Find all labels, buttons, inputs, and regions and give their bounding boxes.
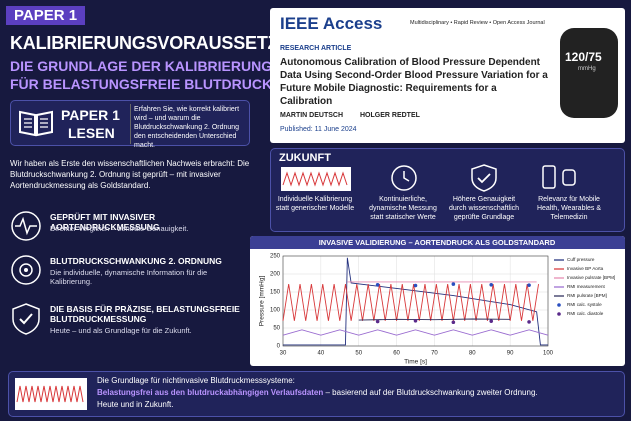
- mini-chart: [281, 167, 351, 191]
- legend-label: RMI calc. systole: [567, 302, 602, 307]
- y-tick-label: 0: [277, 344, 281, 350]
- icon: [542, 165, 576, 189]
- x-tick-label: 100: [543, 351, 554, 357]
- footer-line: Heute und in Zukunft.: [97, 400, 174, 409]
- read-box: PAPER 1 LESEN Erfahren Sie, wie korrekt …: [10, 100, 250, 149]
- paper-title: Autonomous Calibration of Blood Pressure…: [280, 57, 548, 107]
- item-text: Direkter Vergleich – zentrale Genauigkei…: [50, 224, 189, 233]
- future-item: Individuelle Kalibrierung statt generisc…: [275, 196, 355, 212]
- item-title: GEPRÜFT MIT INVASIVER AORTENDRUCKMESSUNG: [50, 212, 160, 232]
- read-title: PAPER 1: [61, 107, 120, 123]
- watch-unit: mmHg: [578, 66, 596, 72]
- read-title: LESEN: [68, 125, 115, 141]
- footer-line: Die Grundlage für nichtinvasive Blutdruc…: [97, 376, 295, 385]
- footer-bold: Belastungsfrei aus den blutdruckabhängig…: [97, 388, 324, 397]
- x-tick-label: 80: [469, 351, 476, 357]
- marker: [413, 283, 418, 288]
- wave: [15, 378, 87, 410]
- legend-label: Invasive pulsrate [BPM]: [567, 275, 615, 280]
- author: MARTIN DEUTSCH: [280, 112, 343, 119]
- article-kind: RESEARCH ARTICLE: [280, 45, 352, 52]
- plot-frame: [282, 255, 549, 347]
- x-tick-label: 40: [318, 351, 325, 357]
- item: GEPRÜFT MIT INVASIVER AORTENDRUCKMESSUNG…: [10, 210, 245, 248]
- footer-rest: – basierend auf der Blutdruckschwankung …: [323, 388, 538, 397]
- x-tick-label: 90: [507, 351, 514, 357]
- x-tick-label: 50: [355, 351, 362, 357]
- watch-value: 120/75: [565, 50, 602, 64]
- tagline: Multidisciplinary • Rapid Review • Open …: [410, 20, 545, 26]
- subline: FÜR BELASTUNGSFREIE BLUTDRUCKMESSUNG: [10, 76, 343, 92]
- legend-label: Cuff pressure: [567, 257, 595, 262]
- item-text: Die individuelle, dynamische Information…: [50, 268, 208, 286]
- x-axis-label: Time [s]: [404, 359, 427, 366]
- badge: PAPER 1: [6, 6, 86, 25]
- y-tick-label: 250: [270, 254, 281, 260]
- marker: [489, 319, 494, 323]
- journal: IEEE Access: [280, 14, 383, 33]
- legend-label: RMI pulsrate [BPM]: [567, 293, 607, 298]
- marker: [527, 283, 531, 287]
- legend-label: Invasive BP Aorta: [567, 266, 604, 271]
- y-tick-label: 50: [273, 326, 280, 332]
- future-item: Relevanz für Mobile Health, Wearables & …: [536, 196, 602, 221]
- book-icon: [19, 110, 53, 137]
- headline: KALIBRIERUNGSVORAUSSETZUNG:: [10, 33, 324, 53]
- footer: Die Grundlage für nichtinvasive Blutdruc…: [8, 371, 625, 417]
- future-item: Höhere Genauigkeit durch wissenschaftlic…: [448, 196, 520, 221]
- legend-swatch: [557, 303, 561, 307]
- published: Published: 11 June 2024: [280, 126, 357, 133]
- item: BLUTDRUCKSCHWANKUNG 2. ORDNUNG Die indiv…: [10, 254, 245, 292]
- y-tick-label: 150: [270, 290, 281, 296]
- y-tick-label: 200: [270, 272, 281, 278]
- author: HOLGER REDTEL: [360, 112, 420, 119]
- series-line: [282, 329, 549, 336]
- legend-label: RMI calc. diastole: [567, 311, 604, 316]
- series-line: [358, 318, 511, 321]
- icon: [11, 255, 41, 285]
- item-title: BLUTDRUCKSCHWANKUNG 2. ORDNUNG: [50, 256, 222, 266]
- chart-title: INVASIVE VALIDIERUNG – AORTENDRUCK ALS G…: [319, 238, 556, 247]
- legend-swatch: [557, 312, 561, 316]
- icon: [12, 303, 40, 335]
- subline: DIE GRUNDLAGE DER KALIBRIERUNG: [10, 58, 273, 74]
- footer-line: Belastungsfrei aus den blutdruckabhängig…: [97, 388, 538, 397]
- chart: INVASIVE VALIDIERUNG – AORTENDRUCK ALS G…: [250, 236, 625, 366]
- x-tick-label: 60: [393, 351, 400, 357]
- marker: [375, 283, 380, 287]
- x-tick-label: 30: [280, 351, 287, 357]
- item-text: Heute – und als Grundlage für die Zukunf…: [50, 326, 192, 335]
- icon: [471, 164, 497, 192]
- future-box: ZUKUNFT Individuelle Kalibrierung statt …: [270, 148, 625, 232]
- marker: [413, 319, 418, 323]
- marker: [451, 320, 456, 325]
- x-tick-label: 70: [431, 351, 438, 357]
- y-tick-label: 100: [270, 308, 281, 314]
- item: DIE BASIS FÜR PRÄZISE, BELASTUNGSFREIE B…: [10, 302, 245, 350]
- series-line: [283, 257, 548, 346]
- watch: 120/75 mmHg: [560, 28, 618, 118]
- marker: [451, 282, 456, 286]
- marker: [489, 283, 494, 287]
- legend-label: RMI measurement: [567, 284, 606, 289]
- intro: Wir haben als Erste den wissenschaftlich…: [10, 159, 250, 190]
- icon: [391, 165, 417, 191]
- read-text: Erfahren Sie, wie korrekt kalibriert wir…: [134, 106, 240, 149]
- item-title: DIE BASIS FÜR PRÄZISE, BELASTUNGSFREIE B…: [50, 304, 240, 324]
- icon: [11, 211, 41, 241]
- future-item: Kontinuierliche, dynamische Messung stat…: [369, 196, 437, 221]
- y-axis-label: Pressure [mmHg]: [259, 276, 266, 327]
- paper-card: IEEE Access Multidisciplinary • Rapid Re…: [270, 8, 625, 143]
- marker: [527, 320, 531, 324]
- marker: [375, 319, 380, 324]
- series-line: [282, 284, 539, 321]
- future-title: ZUKUNFT: [279, 152, 331, 164]
